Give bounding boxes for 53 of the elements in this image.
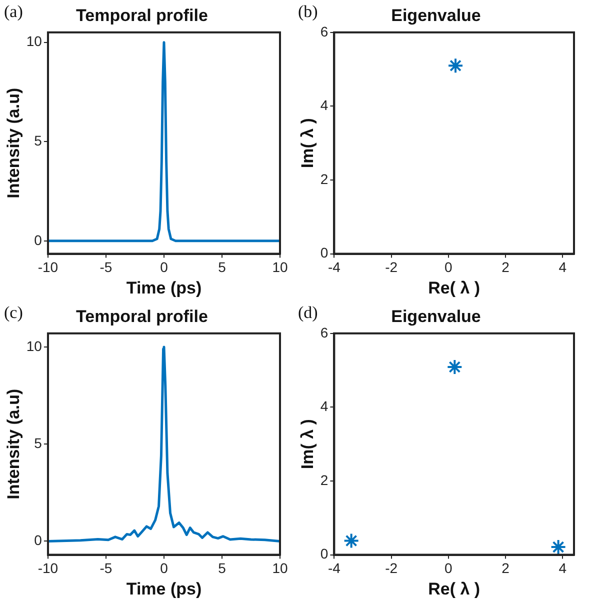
text: (b) bbox=[298, 2, 318, 22]
x-tick-label: 10 bbox=[272, 560, 288, 576]
x-tick-label: 0 bbox=[160, 259, 168, 276]
y-tick-label: 5 bbox=[34, 132, 42, 148]
point bbox=[550, 539, 566, 555]
y-tick-label: 10 bbox=[26, 33, 42, 50]
x-tick-label: -10 bbox=[38, 560, 58, 576]
y-tick-label: 0 bbox=[320, 244, 328, 261]
x-tick-label: 5 bbox=[218, 259, 226, 276]
text: (a) bbox=[4, 2, 23, 22]
y-tick-label: 6 bbox=[320, 324, 328, 340]
y-axis-title: Intensity (a.u) bbox=[4, 388, 23, 500]
x-axis-title: Re( λ ) bbox=[428, 579, 480, 598]
y-tick-label: 0 bbox=[34, 232, 42, 248]
x-tick-label: -2 bbox=[385, 259, 398, 276]
x-axis-title: Time (ps) bbox=[126, 278, 202, 298]
text: (c) bbox=[4, 303, 23, 323]
chart-title: Temporal profile bbox=[76, 306, 208, 326]
y-axis-title: Intensity (a.u) bbox=[4, 88, 23, 198]
y-tick-label: 10 bbox=[26, 338, 42, 354]
chart-title: Eigenvalue bbox=[391, 306, 481, 326]
y-tick-label: 0 bbox=[34, 532, 42, 548]
y-tick-label: 2 bbox=[320, 170, 328, 187]
chart-title: Eigenvalue bbox=[391, 6, 481, 25]
x-tick-label: 0 bbox=[160, 560, 168, 576]
x-axis-title: Time (ps) bbox=[126, 579, 202, 598]
x-tick-label: 4 bbox=[558, 259, 567, 276]
text: (d) bbox=[298, 303, 318, 323]
x-tick-label: -5 bbox=[100, 259, 112, 276]
x-tick-label: -10 bbox=[38, 259, 58, 276]
x-tick-label: 2 bbox=[502, 560, 510, 576]
y-tick-label: 4 bbox=[320, 398, 328, 414]
x-tick-label: 10 bbox=[272, 259, 288, 276]
x-tick-label: 4 bbox=[558, 560, 567, 576]
x-tick-label: 0 bbox=[444, 259, 452, 276]
point bbox=[446, 358, 463, 375]
y-tick-label: 5 bbox=[34, 434, 42, 451]
y-axis-title: Im( λ ) bbox=[298, 118, 317, 168]
y-tick-label: 0 bbox=[320, 546, 328, 562]
x-tick-label: -4 bbox=[328, 560, 341, 576]
x-tick-label: 0 bbox=[444, 560, 452, 576]
x-tick-label: 2 bbox=[502, 259, 510, 276]
y-axis-title: Im( λ ) bbox=[298, 419, 317, 470]
x-axis-title: Re( λ ) bbox=[428, 278, 480, 298]
y-tick-label: 2 bbox=[320, 472, 328, 488]
x-tick-label: 5 bbox=[218, 560, 226, 576]
x-tick-label: -2 bbox=[385, 560, 398, 576]
chart-title: Temporal profile bbox=[76, 6, 208, 25]
y-tick-label: 6 bbox=[320, 23, 328, 40]
x-tick-label: -5 bbox=[100, 560, 112, 576]
y-tick-label: 4 bbox=[320, 97, 328, 114]
point bbox=[343, 532, 360, 549]
x-tick-label: -4 bbox=[328, 259, 341, 276]
